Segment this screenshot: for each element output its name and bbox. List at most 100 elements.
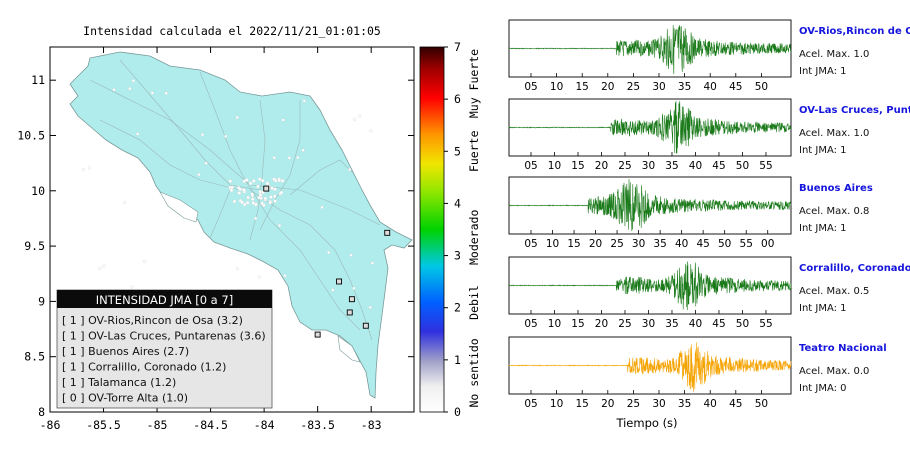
waveform-panel: 05 10 15 20 25 30 35 40 45 50 Teatro Nacional Acel.…	[508, 336, 887, 410]
waveform-tick-label: 05	[524, 81, 537, 93]
waveform-tick-label: 35	[665, 318, 678, 330]
waveform-trace	[508, 178, 792, 232]
waveform-tick-label: 30	[642, 160, 655, 172]
lon-tick-label: -85.5	[86, 418, 121, 432]
waveform-tick-label: 20	[589, 238, 602, 250]
city-dot	[81, 168, 86, 172]
city-dot	[273, 194, 277, 199]
legend-item: [ 1 ] Buenos Aires (2.7)	[62, 345, 189, 358]
station-name: OV-Las Cruces, Puntarenas	[799, 105, 910, 116]
legend-item: [ 1 ] Talamanca (1.2)	[62, 376, 176, 389]
lat-tick-label: 8.5	[24, 350, 45, 364]
city-dot	[370, 261, 374, 265]
city-dot	[228, 179, 233, 183]
station-name: Buenos Aires	[799, 183, 873, 194]
station-max-accel: Acel. Max. 0.0	[799, 366, 869, 377]
station-name: OV-Rios,Rincon de Osa	[799, 26, 910, 37]
waveform-tick-label: 35	[678, 81, 691, 93]
city-dot	[349, 253, 353, 257]
city-dot	[254, 216, 258, 220]
city-dot	[242, 202, 247, 207]
station-marker	[314, 331, 321, 338]
lon-tick-label: -86	[40, 418, 61, 432]
longitude-axis: -86 -85.5 -85 -84.5 -84 -83.5 -83	[40, 47, 382, 432]
lon-tick-label: -83.5	[300, 418, 335, 432]
legend-item: [ 0 ] OV-Torre Alta (1.0)	[62, 392, 188, 405]
waveform-tick-label: 50	[718, 238, 731, 250]
city-dot	[230, 185, 235, 190]
waveform-tick-label: 15	[576, 398, 589, 410]
city-dots	[81, 79, 374, 327]
station-name: Teatro Nacional	[799, 343, 887, 354]
waveform-tick-label: 30	[642, 318, 655, 330]
station-marker	[263, 185, 270, 192]
city-dot	[261, 178, 265, 183]
colorbar-tick-label: 0	[454, 405, 461, 419]
legend-item: [ 1 ] Corralillo, Coronado (1.2)	[62, 361, 226, 374]
waveform-trace	[508, 25, 792, 75]
city-dot	[130, 285, 134, 289]
colorbar-tick-label: 3	[454, 249, 461, 263]
station-max-accel: Acel. Max. 1.0	[799, 128, 869, 139]
waveform-tick-label: 10	[548, 160, 561, 172]
waveform-tick-label: 40	[704, 398, 717, 410]
waveform-trace	[508, 101, 792, 154]
city-dot	[331, 288, 335, 292]
waveform-tick-label: 55	[759, 318, 772, 330]
colorbar-tick-label: 7	[454, 40, 461, 54]
colorbar-bands: No sentido Debil Moderado Fuerte Muy Fuerte	[467, 49, 481, 408]
station-max-accel: Acel. Max. 1.0	[799, 49, 869, 60]
waveform-trace	[508, 261, 792, 311]
city-dot	[246, 195, 250, 200]
city-dot	[164, 91, 168, 95]
latitude-axis: 11 10.5 10 9.5 9 8.5 8	[17, 73, 414, 419]
city-dot	[353, 117, 357, 122]
waveform-panel: 05 10 15 20 25 30 35 40 45 50 55 Corralillo, Corona…	[508, 256, 910, 330]
waveform-tick-label: 55	[740, 238, 753, 250]
city-dot	[150, 91, 154, 95]
waveform-tick-label: 15	[567, 238, 580, 250]
colorbar-band-label: Debil	[467, 285, 481, 320]
colorbar-tick-label: 1	[454, 353, 461, 367]
city-dot	[136, 132, 140, 136]
legend-header-bar	[57, 290, 272, 308]
city-dot	[197, 173, 201, 177]
city-dot	[368, 305, 372, 309]
city-dot	[260, 201, 264, 206]
city-dot	[131, 79, 135, 83]
golfo-dulce	[337, 335, 361, 363]
waveform-panels: 05 10 15 20 25 30 35 40 45 50 OV-Rios,Rincon de Os…	[508, 19, 910, 410]
waveform-tick-label: 45	[712, 318, 725, 330]
waveform-tick-label: 15	[571, 160, 584, 172]
station-marker	[362, 322, 369, 329]
waveform-tick-label: 35	[665, 160, 678, 172]
city-dot	[251, 201, 256, 205]
city-dot	[252, 179, 256, 183]
city-dot	[123, 201, 127, 205]
waveform-tick-label: 45	[729, 398, 742, 410]
city-dot	[273, 178, 278, 183]
waveform-tick-label: 05	[524, 318, 537, 330]
city-dot	[235, 267, 239, 271]
city-dot	[143, 259, 147, 263]
city-dot	[257, 275, 261, 279]
station-marker	[348, 296, 355, 303]
waveform-tick-label: 10	[548, 318, 561, 330]
lat-tick-label: 8	[38, 405, 45, 419]
waveform-tick-label: 30	[652, 81, 665, 93]
city-dot	[296, 156, 300, 160]
colorbar-band-label: No sentido	[467, 338, 481, 407]
waveform-tick-label: 25	[610, 238, 623, 250]
city-dot	[87, 166, 92, 170]
station-jma-intensity: Int JMA: 1	[799, 303, 847, 314]
station-markers	[263, 185, 391, 338]
intensity-legend: INTENSIDAD JMA [0 a 7] [ 1 ] OV-Rios,Rin…	[56, 289, 273, 409]
city-dot	[200, 133, 204, 137]
station-marker	[346, 309, 353, 316]
station-max-accel: Acel. Max. 0.8	[799, 206, 869, 217]
city-dot	[102, 264, 106, 268]
costa-rica-landmass	[69, 51, 413, 399]
lat-tick-label: 11	[31, 73, 45, 87]
waveform-tick-label: 10	[546, 238, 559, 250]
